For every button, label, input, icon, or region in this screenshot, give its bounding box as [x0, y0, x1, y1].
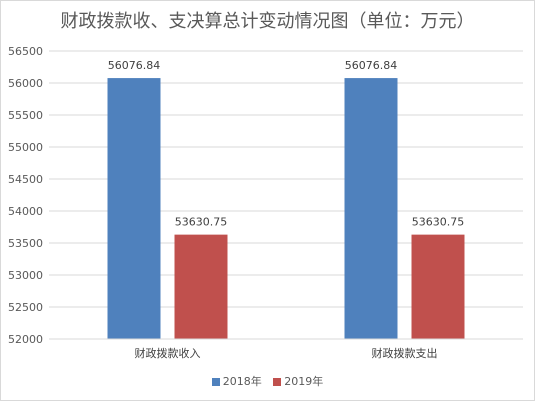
data-label: 56076.84	[345, 59, 398, 72]
legend-item-2018: 2018年	[211, 373, 262, 389]
legend-swatch-2018	[211, 378, 220, 386]
data-label: 53630.75	[412, 216, 465, 229]
y-tick-label: 52000	[8, 333, 43, 346]
data-label: 56076.84	[108, 59, 161, 72]
legend: 2018年 2019年	[1, 373, 534, 389]
y-tick-label: 53000	[8, 269, 43, 282]
y-tick-label: 55000	[8, 141, 43, 154]
y-tick-label: 54000	[8, 205, 43, 218]
y-tick-label: 54500	[8, 173, 43, 186]
y-tick-label: 52500	[8, 301, 43, 314]
x-category-label: 财政拨款收入	[135, 346, 201, 360]
legend-item-2019: 2019年	[273, 373, 323, 389]
y-tick-label: 56000	[8, 77, 43, 90]
y-tick-label: 55500	[8, 109, 43, 122]
bar-2019年-财政拨款支出	[411, 234, 465, 339]
chart-title: 财政拨款收、支决算总计变动情况图（单位：万元）	[60, 11, 475, 32]
y-tick-label: 56500	[8, 45, 43, 58]
legend-swatch-2019	[273, 378, 282, 386]
bar-2019年-财政拨款收入	[174, 234, 228, 339]
data-label: 53630.75	[175, 216, 228, 229]
y-axis-tick-labels: 52000 52500 53000 53500 54000 54500 55000 55500…	[8, 45, 43, 346]
legend-label-2019: 2019年	[284, 375, 324, 388]
data-labels: 56076.84 53630.75 56076.84 53630.75	[108, 59, 465, 229]
bar-2018年-财政拨款支出	[344, 78, 398, 339]
bar-2018年-财政拨款收入	[107, 78, 161, 339]
bars	[107, 78, 465, 339]
x-axis-category-labels: 财政拨款收入 财政拨款支出	[135, 346, 438, 360]
legend-label-2018: 2018年	[222, 375, 262, 388]
x-category-label: 财政拨款支出	[372, 346, 438, 360]
y-tick-label: 53500	[8, 237, 43, 250]
